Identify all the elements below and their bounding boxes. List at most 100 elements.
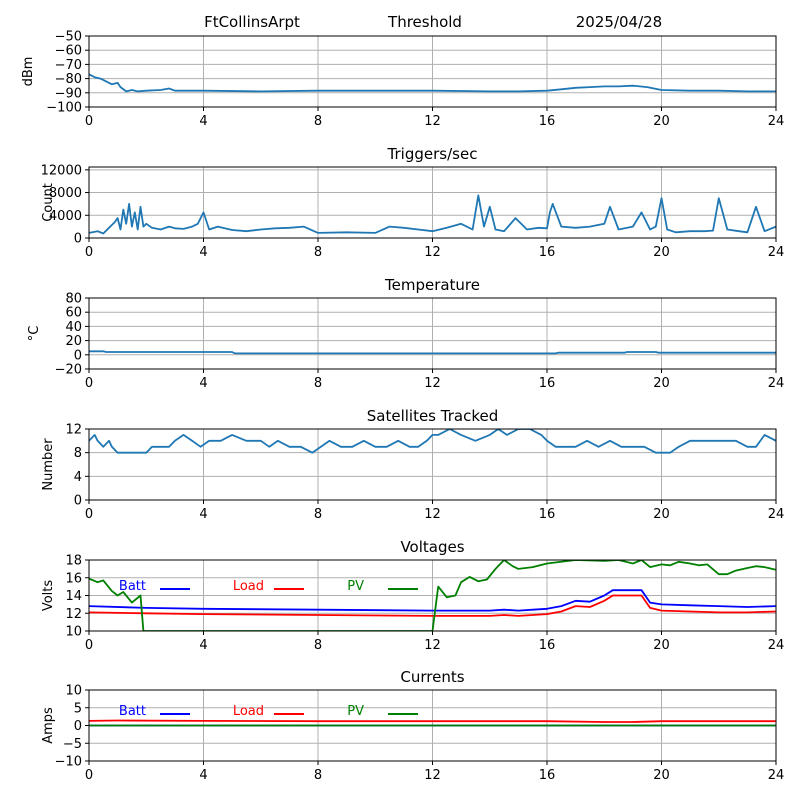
x-tick-label: 12	[424, 768, 441, 783]
x-tick-label: 12	[424, 245, 441, 260]
x-tick-label: 4	[199, 376, 207, 391]
panel-title: Voltages	[400, 538, 464, 556]
x-tick-label: 24	[768, 638, 785, 653]
y-axis-label: Volts	[41, 580, 56, 612]
y-tick-label: −90	[55, 86, 82, 101]
x-tick-label: 4	[199, 768, 207, 783]
panel-title: Satellites Tracked	[367, 407, 498, 425]
grid-lines	[88, 297, 777, 370]
x-tick-label: 20	[653, 245, 670, 260]
x-tick-label: 4	[199, 507, 207, 522]
y-tick-label: 4	[74, 470, 82, 485]
grid-lines	[88, 428, 777, 501]
series-line-signal	[89, 73, 776, 93]
x-tick-label: 8	[314, 768, 322, 783]
x-tick-label: 24	[768, 507, 785, 522]
x-tick-label: 8	[314, 376, 322, 391]
y-axis-label: Amps	[41, 707, 56, 744]
series-line-load	[89, 594, 776, 617]
y-axis-label: Number	[41, 438, 56, 491]
panel-title: Triggers/sec	[387, 145, 478, 163]
grid-lines	[88, 35, 777, 108]
series-line-temperature	[89, 350, 776, 355]
y-tick-label: 10	[65, 625, 82, 640]
panel-voltages: Voltages 0 4 8 12 16 20 24 10 12 14 16 18 Volts Batt Lo…	[41, 538, 784, 653]
x-tick-label: 4	[199, 114, 207, 129]
x-tick-label: 16	[539, 638, 556, 653]
legend-label-load: Load	[233, 704, 264, 719]
y-tick-label: 40	[65, 320, 82, 335]
series-group	[89, 350, 776, 355]
x-tick-label: 8	[314, 507, 322, 522]
y-tick-label: 18	[65, 554, 82, 569]
series-line-pv	[89, 560, 776, 631]
x-tick-label: 0	[85, 507, 93, 522]
x-tick-label: 16	[539, 245, 556, 260]
series-group	[89, 194, 776, 235]
y-tick-label: 60	[65, 306, 82, 321]
x-tick-label: 20	[653, 114, 670, 129]
y-tick-label: −80	[55, 72, 82, 87]
panel-triggers: Triggers/sec 0 4 8 12 16 20 24 0 4000 8000 12000 Cou…	[41, 145, 785, 260]
x-tick-label: 4	[199, 245, 207, 260]
x-tick-label: 16	[539, 114, 556, 129]
series-line-load	[89, 719, 776, 723]
y-tick-label: 8000	[49, 186, 82, 201]
legend-label-pv: PV	[347, 704, 364, 719]
y-tick-label: 12	[65, 423, 82, 438]
grid-lines	[88, 559, 777, 632]
y-tick-label: 8	[74, 446, 82, 461]
panel-satellites: Satellites Tracked 0 4 8 12 16 20 24 0 4 8 12 Number	[41, 407, 784, 522]
x-tick-label: 12	[424, 114, 441, 129]
x-tick-label: 16	[539, 768, 556, 783]
y-tick-label: 80	[65, 292, 82, 307]
series-group	[89, 73, 776, 93]
x-tick-label: 24	[768, 245, 785, 260]
x-tick-label: 20	[653, 507, 670, 522]
x-tick-label: 24	[768, 768, 785, 783]
y-tick-label: −60	[55, 44, 82, 59]
panel-title: Temperature	[384, 276, 480, 294]
legend: Batt Load PV	[119, 704, 418, 719]
y-tick-label: 10	[65, 684, 82, 699]
date-label: 2025/04/28	[576, 13, 662, 31]
x-tick-label: 20	[653, 768, 670, 783]
legend-label-pv: PV	[347, 579, 364, 594]
panel-currents: Currents 0 4 8 12 16 20 24 −10 −5 0 5 10 Amps Batt Load…	[41, 668, 784, 783]
y-tick-label: −5	[63, 737, 82, 752]
mode-label: Threshold	[387, 13, 462, 31]
series-group	[89, 719, 776, 727]
y-tick-label: 0	[74, 494, 82, 509]
station-name: FtCollinsArpt	[204, 13, 300, 31]
x-tick-label: 24	[768, 376, 785, 391]
series-group	[89, 560, 776, 631]
x-tick-label: 12	[424, 638, 441, 653]
y-tick-label: 0	[74, 232, 82, 247]
header: FtCollinsArpt Threshold 2025/04/28	[204, 13, 662, 31]
legend-label-load: Load	[233, 579, 264, 594]
x-tick-label: 0	[85, 114, 93, 129]
y-tick-label: 12000	[41, 163, 82, 178]
y-tick-label: 4000	[49, 209, 82, 224]
series-line-batt	[89, 589, 776, 612]
y-axis-label: Count	[41, 183, 56, 222]
y-axis-label: °C	[27, 326, 42, 342]
x-tick-label: 8	[314, 245, 322, 260]
y-tick-label: 12	[65, 607, 82, 622]
series-line-triggers	[89, 194, 776, 235]
series-group	[89, 429, 776, 454]
x-tick-label: 8	[314, 638, 322, 653]
y-tick-label: −10	[55, 755, 82, 770]
y-tick-label: 16	[65, 571, 82, 586]
y-tick-label: 0	[74, 719, 82, 734]
x-tick-label: 20	[653, 638, 670, 653]
x-tick-label: 24	[768, 114, 785, 129]
y-tick-label: −70	[55, 58, 82, 73]
legend-label-batt: Batt	[119, 579, 146, 594]
legend: Batt Load PV	[119, 579, 418, 594]
x-tick-label: 12	[424, 376, 441, 391]
y-tick-label: −20	[55, 363, 82, 378]
